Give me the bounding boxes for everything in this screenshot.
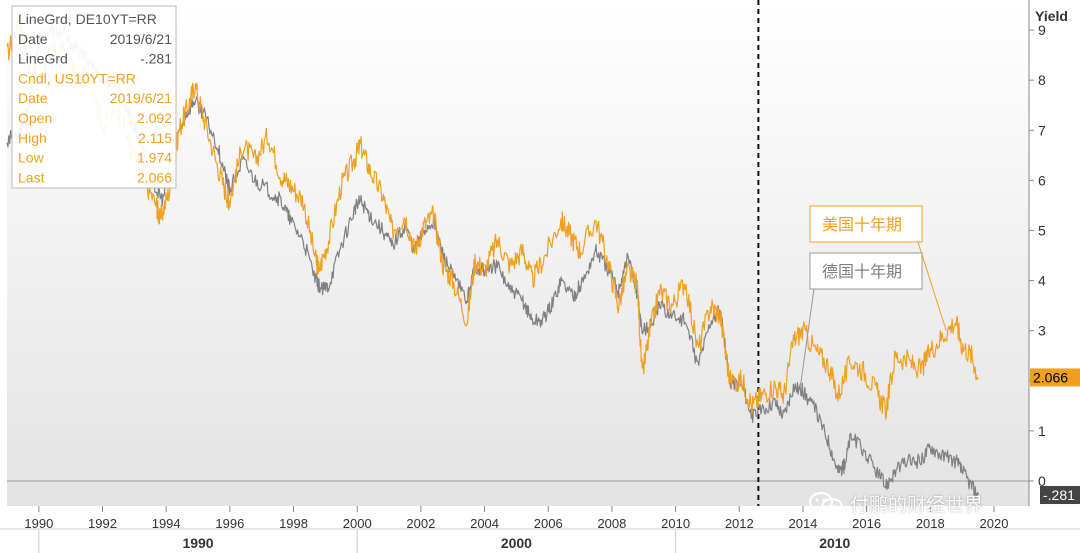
wechat-icon [809, 491, 843, 516]
decade-label: 1990 [182, 535, 213, 551]
x-tick-label: 2020 [980, 516, 1009, 531]
y-tick-label: 3 [1038, 323, 1046, 339]
y-axis: 0123456789 [1029, 22, 1046, 489]
watermark: 付鹏的财经世界 [808, 490, 983, 517]
x-tick-label: 2016 [852, 516, 881, 531]
tooltip-label: Date [18, 31, 48, 47]
y-tick-label: 0 [1038, 473, 1046, 489]
x-tick-label: 1998 [279, 516, 308, 531]
decade-axis: 1990 2000 2010 [38, 530, 851, 553]
badge-us10y-value: 2.066 [1033, 369, 1068, 385]
x-tick-label: 2008 [597, 516, 626, 531]
annotation-de10y-box [809, 252, 923, 290]
y-tick-label: 8 [1038, 72, 1046, 88]
annotation-us10y: 美国十年期 [809, 205, 923, 243]
x-tick-label: 2012 [725, 516, 754, 531]
badge-de10y-box [1040, 486, 1080, 505]
annotation-leader-lines [799, 241, 947, 391]
y-tick-label: 4 [1038, 273, 1046, 289]
tooltip-label: LineGrd [18, 51, 68, 67]
x-tick-label: 2018 [916, 516, 945, 531]
tooltip-value: 1.974 [137, 150, 172, 166]
x-tick-label: 2000 [343, 516, 372, 531]
annotation-us10y-leader [917, 241, 947, 331]
annotation-us10y-box [809, 205, 923, 243]
x-tick-label: 1990 [24, 516, 53, 531]
tooltip-label: Last [18, 169, 45, 185]
series-line-de10y [6, 24, 979, 498]
x-tick-label: 1994 [152, 516, 181, 531]
tooltip-label: LineGrd, DE10YT=RR [18, 11, 157, 27]
y-tick-label: 9 [1038, 22, 1046, 38]
series-layer [6, 17, 979, 498]
annotation-us10y-label: 美国十年期 [822, 215, 902, 234]
badge-us10y-last: 2.066 [1030, 368, 1080, 387]
tooltip-label: Low [18, 150, 45, 166]
tooltip-value: 2.092 [137, 110, 172, 126]
x-tick-label: 2006 [534, 516, 563, 531]
x-tick-label: 2014 [788, 516, 817, 531]
tooltip-label: Open [18, 110, 52, 126]
annotation-de10y: 德国十年期 [809, 252, 923, 290]
x-tick-label: 1992 [88, 516, 117, 531]
annotation-de10y-label: 德国十年期 [822, 262, 902, 281]
x-tick-label: 2010 [661, 516, 690, 531]
badge-us10y-box [1030, 368, 1080, 387]
y-tick-label: 6 [1038, 172, 1046, 188]
x-axis: 1990 1992 1994 1996 1998 2000 2002 2004 2006 2008… [24, 506, 1008, 531]
annotation-de10y-leader [799, 288, 815, 391]
tooltip-value: 2019/6/21 [110, 31, 172, 47]
decade-label: 2000 [501, 535, 532, 551]
y-tick-label: 7 [1038, 122, 1046, 138]
y-tick-label: 5 [1038, 222, 1046, 238]
tooltip-value: 2019/6/21 [110, 90, 172, 106]
x-tick-label: 2004 [470, 516, 499, 531]
series-line-us10y [6, 17, 979, 420]
tooltip-label: High [18, 130, 47, 146]
tooltip-label: Cndl, US10YT=RR [18, 70, 136, 86]
tooltip-value: -.281 [140, 51, 172, 67]
data-tooltip: LineGrd, DE10YT=RR Date 2019/6/21 LineGrd -.… [11, 5, 177, 189]
y-axis-label: Yield [1035, 8, 1068, 24]
badge-de10y-value: -.281 [1043, 487, 1075, 503]
tooltip-value: 2.115 [138, 130, 172, 146]
x-tick-label: 1996 [215, 516, 244, 531]
y-tick-label: 1 [1038, 423, 1046, 439]
watermark-text: 付鹏的财经世界 [850, 494, 984, 516]
tooltip-label: Date [18, 90, 48, 106]
decade-label: 2010 [819, 535, 850, 551]
x-tick-label: 2002 [406, 516, 435, 531]
tooltip-value: 2.066 [137, 169, 172, 185]
badge-de10y-last: -.281 [1040, 486, 1080, 505]
tooltip-box [11, 5, 177, 189]
